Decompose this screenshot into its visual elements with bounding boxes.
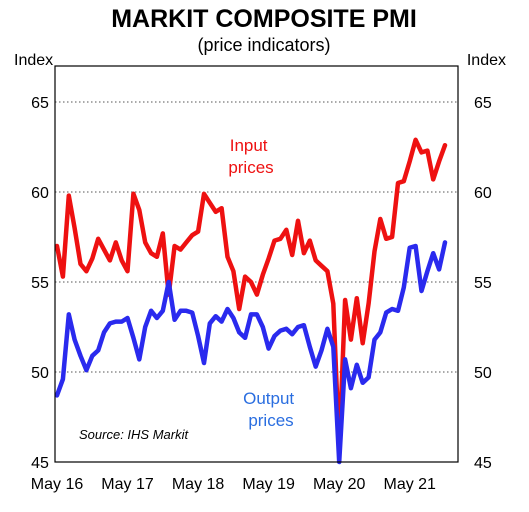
x-tick-label: May 21 bbox=[383, 476, 436, 493]
input-prices-line bbox=[54, 137, 448, 452]
y-tick-label-left: 45 bbox=[31, 455, 49, 472]
source-note: Source: IHS Markit bbox=[79, 427, 189, 442]
y-tick-labels: 45 45 50 50 55 55 60 60 65 65 bbox=[31, 95, 492, 472]
x-tick-label: May 17 bbox=[101, 476, 154, 493]
chart-subtitle: (price indicators) bbox=[197, 35, 330, 55]
output-prices-annotation-line-1: Output bbox=[243, 389, 294, 408]
y-tick-label-left: 50 bbox=[31, 365, 49, 382]
input-prices-annotation-line-2: prices bbox=[228, 158, 273, 177]
x-tick-label: May 20 bbox=[313, 476, 366, 493]
y-tick-label-right: 60 bbox=[474, 185, 492, 202]
y-tick-label-left: 65 bbox=[31, 95, 49, 112]
x-tick-label: May 18 bbox=[172, 476, 225, 493]
output-prices-annotation: Output prices bbox=[243, 389, 299, 430]
plot-frame bbox=[54, 65, 459, 463]
right-axis-unit-label: Index bbox=[467, 52, 506, 69]
chart-title: MARKIT COMPOSITE PMI bbox=[111, 5, 417, 33]
y-tick-label-left: 60 bbox=[31, 185, 49, 202]
series-lines bbox=[54, 137, 448, 465]
x-tick-label: May 16 bbox=[31, 476, 84, 493]
x-tick-labels: May 16 May 17 May 18 May 19 May 20 May 21 bbox=[31, 476, 436, 493]
input-prices-annotation-line-1: Input bbox=[230, 136, 268, 155]
input-prices-annotation: Input prices bbox=[228, 136, 273, 177]
y-tick-label-right: 65 bbox=[474, 95, 492, 112]
x-tick-label: May 19 bbox=[242, 476, 295, 493]
y-tick-label-right: 50 bbox=[474, 365, 492, 382]
y-tick-label-right: 55 bbox=[474, 275, 492, 292]
y-tick-label-right: 45 bbox=[474, 455, 492, 472]
output-prices-annotation-line-2: prices bbox=[248, 411, 293, 430]
y-tick-label-left: 55 bbox=[31, 275, 49, 292]
output-prices-line bbox=[54, 240, 448, 465]
gridlines bbox=[55, 101, 458, 373]
left-axis-unit-label: Index bbox=[14, 52, 53, 69]
